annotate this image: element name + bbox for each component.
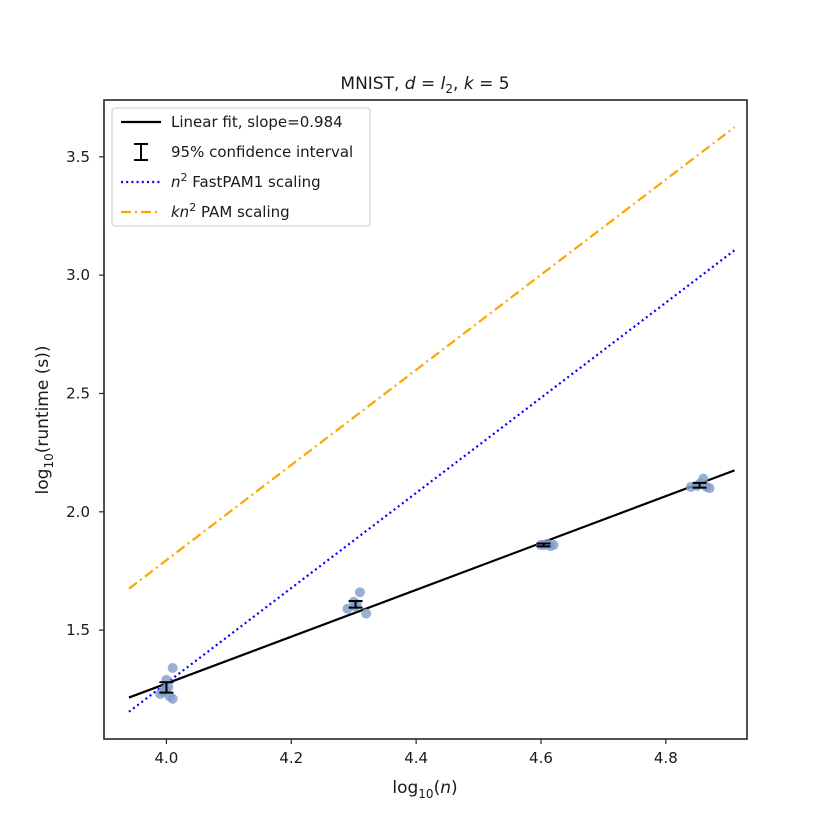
errorbar — [348, 600, 363, 609]
data-point — [354, 587, 365, 598]
data-point — [548, 539, 559, 550]
legend-item: Linear fit, slope=0.984 — [121, 113, 343, 131]
plot-frame — [103, 99, 748, 740]
y-tick-label: 2.0 — [66, 503, 90, 521]
errorbar-layer — [159, 481, 707, 694]
data-point — [361, 608, 372, 619]
y-tick-label: 1.5 — [66, 621, 90, 639]
data-point — [704, 483, 715, 494]
legend-box — [111, 107, 371, 227]
legend-label: Linear fit, slope=0.984 — [171, 113, 343, 131]
legend-item: n2 FastPAM1 scaling — [121, 171, 321, 191]
data-point — [167, 663, 178, 673]
legend-label: kn2 PAM scaling — [171, 201, 290, 221]
y-axis-ticks: 1.5 2.0 2.5 3.0 3.5 — [66, 148, 104, 639]
legend-label: n2 FastPAM1 scaling — [171, 171, 321, 191]
legend-item: 95% confidence interval — [134, 143, 353, 161]
y-axis-label: log10(runtime (s)) — [33, 346, 56, 495]
series-line-2 — [128, 126, 736, 590]
x-tick-label: 4.8 — [654, 749, 678, 767]
x-tick-label: 4.0 — [154, 749, 178, 767]
y-tick-label: 3.5 — [66, 148, 90, 166]
x-tick-label: 4.4 — [404, 749, 428, 767]
y-tick-label: 3.0 — [66, 266, 90, 284]
chart-title: MNIST, d = l2, k = 5 — [340, 74, 509, 96]
x-tick-label: 4.2 — [279, 749, 303, 767]
legend-label: 95% confidence interval — [171, 143, 353, 161]
legend-item: kn2 PAM scaling — [121, 201, 290, 221]
series-line-1 — [128, 249, 736, 713]
x-axis-ticks: 4.0 4.2 4.4 4.6 4.8 — [154, 739, 678, 767]
errorbar — [692, 481, 707, 489]
errorbar — [536, 542, 551, 548]
legend: Linear fit, slope=0.984 95% confidence in… — [111, 107, 371, 227]
errorbar — [159, 681, 174, 694]
series-line-0 — [128, 469, 735, 699]
series-layer — [128, 126, 736, 713]
x-axis-label: log10(n) — [392, 778, 457, 801]
x-tick-label: 4.6 — [529, 749, 553, 767]
data-point — [698, 473, 709, 484]
y-tick-label: 2.5 — [66, 384, 90, 402]
data-point — [167, 693, 178, 704]
